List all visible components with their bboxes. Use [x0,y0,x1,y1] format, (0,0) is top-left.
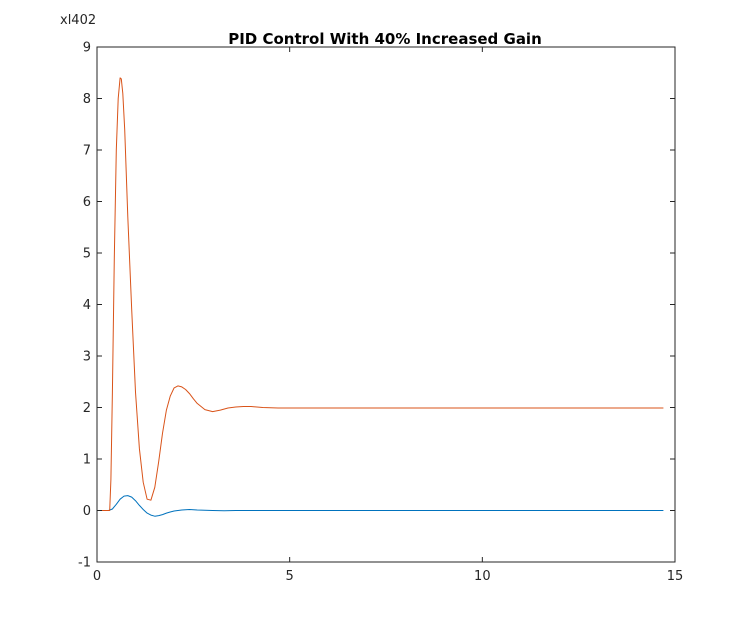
y-tick-label: 8 [83,92,91,107]
series-layer [97,77,664,517]
corner-label: xl402 [60,13,96,28]
y-tick-label: 9 [83,41,91,56]
chart-title: PID Control With 40% Increased Gain [228,30,542,48]
y-tick-label: 7 [83,144,91,159]
y-tick-label: 4 [83,298,91,313]
axes-background [97,47,675,562]
y-tick-label: 2 [83,401,91,416]
y-tick-label: 1 [83,453,91,468]
y-tick-label: -1 [78,556,91,571]
series-line-1 [97,495,664,517]
x-tick-label: 10 [474,569,491,584]
x-tick-label: 5 [286,569,294,584]
y-tick-label: 6 [83,195,91,210]
y-tick-label: 3 [83,350,91,365]
x-tick-label: 0 [93,569,101,584]
x-tick-label: 15 [667,569,684,584]
y-tick-label: 5 [83,247,91,262]
y-tick-label: 0 [83,504,91,519]
series-line-2 [97,77,664,511]
